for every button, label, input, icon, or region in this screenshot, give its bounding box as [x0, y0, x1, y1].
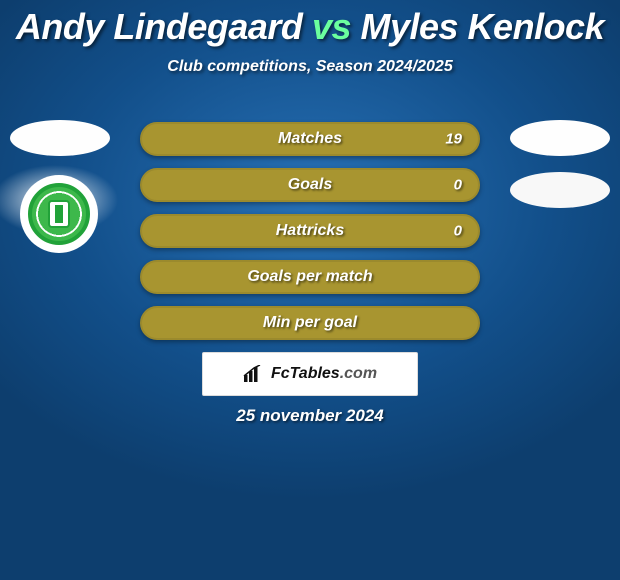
stat-row-goals: Goals 0	[140, 168, 480, 202]
brand-label: FcTables	[271, 365, 340, 382]
stat-label: Goals per match	[247, 268, 372, 286]
stat-label: Goals	[288, 176, 332, 194]
stat-value-right: 0	[454, 177, 462, 194]
branding-box: FcTables.com	[202, 352, 418, 396]
stat-label: Matches	[278, 130, 342, 148]
player2-club-placeholder	[510, 172, 610, 208]
vs-text: vs	[312, 6, 351, 47]
player2-name: Myles Kenlock	[361, 6, 605, 47]
bars-icon	[243, 365, 265, 383]
stat-row-min-per-goal: Min per goal	[140, 306, 480, 340]
date-text: 25 november 2024	[0, 406, 620, 426]
player1-club-badge	[20, 175, 98, 253]
stat-value-right: 19	[445, 131, 462, 148]
stat-row-hattricks: Hattricks 0	[140, 214, 480, 248]
stat-row-matches: Matches 19	[140, 122, 480, 156]
stats-list: Matches 19 Goals 0 Hattricks 0 Goals per…	[140, 122, 480, 352]
player1-avatar-placeholder	[10, 120, 110, 156]
shield-icon	[42, 197, 76, 231]
brand-text: FcTables.com	[271, 365, 377, 383]
comparison-card: Andy Lindegaard vs Myles Kenlock Club co…	[0, 0, 620, 580]
player2-avatar-placeholder	[510, 120, 610, 156]
stat-label: Hattricks	[276, 222, 344, 240]
player1-name: Andy Lindegaard	[16, 6, 303, 47]
subtitle: Club competitions, Season 2024/2025	[0, 58, 620, 76]
club-badge-icon	[28, 183, 90, 245]
stat-label: Min per goal	[263, 314, 357, 332]
stat-row-goals-per-match: Goals per match	[140, 260, 480, 294]
title: Andy Lindegaard vs Myles Kenlock	[0, 0, 620, 48]
stat-value-right: 0	[454, 223, 462, 240]
brand-suffix: .com	[340, 365, 377, 382]
